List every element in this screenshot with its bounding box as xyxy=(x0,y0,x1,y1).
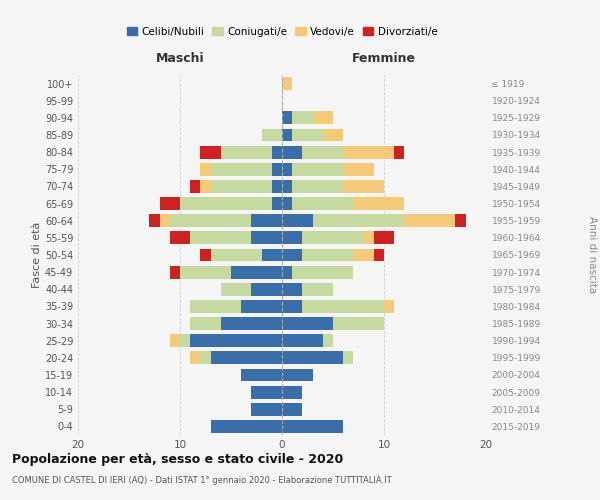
Bar xyxy=(180,197,272,210)
Bar xyxy=(282,128,292,141)
Bar xyxy=(282,386,302,398)
Bar xyxy=(211,248,262,262)
Bar xyxy=(282,334,323,347)
Bar xyxy=(251,283,282,296)
Bar xyxy=(200,163,211,175)
Bar xyxy=(170,334,180,347)
Bar xyxy=(343,180,384,193)
Text: Anni di nascita: Anni di nascita xyxy=(587,216,597,294)
Bar xyxy=(282,146,302,158)
Bar xyxy=(302,232,364,244)
Bar xyxy=(170,214,251,227)
Y-axis label: Fasce di età: Fasce di età xyxy=(32,222,42,288)
Bar xyxy=(211,352,282,364)
Bar xyxy=(292,197,353,210)
Bar xyxy=(313,112,333,124)
Text: Maschi: Maschi xyxy=(155,52,205,64)
Bar xyxy=(272,180,282,193)
Bar xyxy=(302,300,384,313)
Bar xyxy=(262,128,282,141)
Text: Popolazione per età, sesso e stato civile - 2020: Popolazione per età, sesso e stato civil… xyxy=(12,452,343,466)
Bar xyxy=(343,352,353,364)
Bar xyxy=(241,368,282,382)
Bar xyxy=(190,334,282,347)
Bar xyxy=(455,214,466,227)
Bar xyxy=(333,317,384,330)
Bar xyxy=(160,214,170,227)
Bar xyxy=(292,128,323,141)
Bar xyxy=(272,197,282,210)
Bar xyxy=(323,334,333,347)
Bar xyxy=(343,163,374,175)
Bar xyxy=(282,266,292,278)
Bar xyxy=(170,232,190,244)
Bar xyxy=(282,248,302,262)
Bar xyxy=(302,283,333,296)
Bar xyxy=(353,248,374,262)
Bar xyxy=(180,266,231,278)
Bar xyxy=(282,232,302,244)
Bar xyxy=(292,163,343,175)
Bar xyxy=(292,266,353,278)
Bar xyxy=(272,146,282,158)
Bar xyxy=(313,214,404,227)
Bar xyxy=(282,163,292,175)
Bar xyxy=(282,368,313,382)
Bar xyxy=(190,352,200,364)
Bar xyxy=(190,317,221,330)
Bar xyxy=(364,232,374,244)
Bar xyxy=(343,146,394,158)
Bar xyxy=(211,420,282,433)
Bar xyxy=(221,283,251,296)
Bar xyxy=(211,163,272,175)
Bar xyxy=(190,300,241,313)
Bar xyxy=(394,146,404,158)
Bar xyxy=(282,300,302,313)
Bar xyxy=(149,214,160,227)
Bar xyxy=(282,180,292,193)
Bar xyxy=(200,248,211,262)
Bar xyxy=(221,317,282,330)
Bar xyxy=(282,283,302,296)
Bar xyxy=(282,352,343,364)
Bar xyxy=(251,232,282,244)
Bar xyxy=(384,300,394,313)
Bar xyxy=(272,163,282,175)
Bar xyxy=(200,180,211,193)
Bar xyxy=(374,232,394,244)
Bar xyxy=(160,197,180,210)
Bar xyxy=(353,197,404,210)
Bar xyxy=(231,266,282,278)
Bar xyxy=(221,146,272,158)
Bar xyxy=(292,180,343,193)
Bar xyxy=(190,232,251,244)
Bar xyxy=(251,403,282,415)
Bar xyxy=(251,386,282,398)
Bar xyxy=(180,334,190,347)
Bar xyxy=(302,146,343,158)
Bar xyxy=(241,300,282,313)
Bar xyxy=(200,352,211,364)
Bar xyxy=(251,214,282,227)
Bar xyxy=(302,248,353,262)
Legend: Celibi/Nubili, Coniugati/e, Vedovi/e, Divorziati/e: Celibi/Nubili, Coniugati/e, Vedovi/e, Di… xyxy=(122,22,442,41)
Bar xyxy=(282,214,313,227)
Bar xyxy=(282,197,292,210)
Bar xyxy=(282,420,343,433)
Bar xyxy=(404,214,455,227)
Bar xyxy=(282,112,292,124)
Bar xyxy=(170,266,180,278)
Bar xyxy=(292,112,313,124)
Bar xyxy=(190,180,200,193)
Text: Femmine: Femmine xyxy=(352,52,416,64)
Bar xyxy=(262,248,282,262)
Bar xyxy=(211,180,272,193)
Bar xyxy=(282,77,292,90)
Bar xyxy=(282,317,333,330)
Bar xyxy=(282,403,302,415)
Bar xyxy=(374,248,384,262)
Bar xyxy=(323,128,343,141)
Bar xyxy=(200,146,221,158)
Text: COMUNE DI CASTEL DI IERI (AQ) - Dati ISTAT 1° gennaio 2020 - Elaborazione TUTTIT: COMUNE DI CASTEL DI IERI (AQ) - Dati IST… xyxy=(12,476,392,485)
